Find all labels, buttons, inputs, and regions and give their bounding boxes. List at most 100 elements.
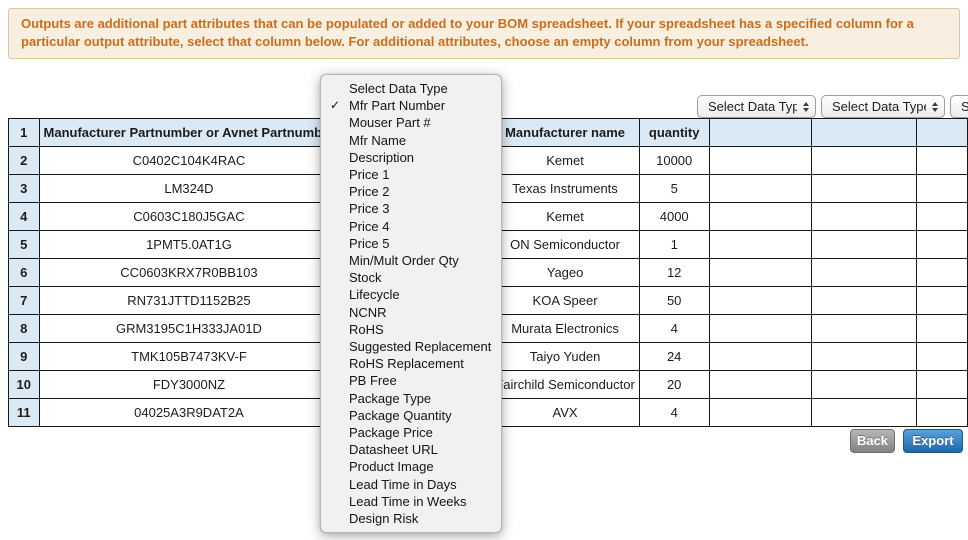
select-label: Select Data Type bbox=[832, 99, 926, 114]
dropdown-item[interactable]: Price 4 bbox=[349, 218, 390, 234]
manufacturer-cell: ON Semiconductor bbox=[490, 230, 640, 259]
quantity-cell: 24 bbox=[638, 342, 710, 371]
dropdown-item[interactable]: Price 3 bbox=[349, 201, 390, 217]
dropdown-item[interactable]: Price 5 bbox=[349, 235, 390, 251]
empty-cell bbox=[915, 342, 968, 371]
manufacturer-cell: Fairchild Semiconductor bbox=[490, 370, 640, 399]
dropdown-item[interactable]: Mfr Name bbox=[349, 132, 407, 148]
dropdown-item[interactable]: Lead Time in Weeks bbox=[349, 493, 467, 509]
export-button[interactable]: Export bbox=[903, 429, 963, 453]
dropdown-item[interactable]: Mouser Part # bbox=[349, 115, 431, 131]
row-number-cell: 4 bbox=[8, 202, 40, 231]
select-label: Select Data Type bbox=[708, 99, 797, 114]
table-row: 8 GRM3195C1H333JA01D Murata Electronics 4 bbox=[8, 314, 968, 343]
manufacturer-cell: AVX bbox=[490, 398, 640, 427]
dropdown-item[interactable]: Suggested Replacement bbox=[349, 339, 492, 355]
dropdown-item[interactable]: Product Image bbox=[349, 459, 434, 475]
dropdown-item[interactable]: Stock bbox=[349, 270, 382, 286]
part-number-cell: LM324D bbox=[38, 174, 340, 203]
row-number-cell: 7 bbox=[8, 286, 40, 315]
quantity-cell: 4000 bbox=[638, 202, 710, 231]
select-label: Select Data Type bbox=[961, 99, 968, 114]
dropdown-item[interactable]: Lead Time in Days bbox=[349, 476, 457, 492]
empty-cell bbox=[810, 286, 917, 315]
empty-cell bbox=[708, 286, 812, 315]
column-data-type-select[interactable]: Select Data Type bbox=[821, 95, 945, 118]
up-down-arrows-icon bbox=[803, 101, 809, 112]
row-number-cell: 2 bbox=[8, 146, 40, 175]
empty-cell bbox=[708, 314, 812, 343]
part-number-cell: GRM3195C1H333JA01D bbox=[38, 314, 340, 343]
dropdown-item[interactable]: Package Price bbox=[349, 425, 433, 441]
outputs-info-banner: Outputs are additional part attributes t… bbox=[8, 8, 960, 59]
manufacturer-cell: Murata Electronics bbox=[490, 314, 640, 343]
manufacturer-cell: Taiyo Yuden bbox=[490, 342, 640, 371]
up-down-arrows-icon bbox=[932, 101, 938, 112]
row-number-cell: 1 bbox=[8, 118, 40, 147]
empty-cell bbox=[810, 174, 917, 203]
dropdown-item[interactable]: Price 1 bbox=[349, 167, 390, 183]
quantity-cell: quantity bbox=[638, 118, 710, 147]
empty-cell bbox=[810, 146, 917, 175]
row-number-cell: 5 bbox=[8, 230, 40, 259]
manufacturer-cell: Kemet bbox=[490, 202, 640, 231]
dropdown-item[interactable]: Datasheet URL bbox=[349, 442, 438, 458]
dropdown-item[interactable]: Description bbox=[349, 149, 415, 165]
empty-cell bbox=[915, 230, 968, 259]
part-number-cell: Manufacturer Partnumber or Avnet Partnum… bbox=[38, 118, 340, 147]
empty-cell bbox=[915, 258, 968, 287]
row-number-cell: 11 bbox=[8, 398, 40, 427]
column-data-type-select[interactable]: Select Data Type bbox=[697, 95, 816, 118]
empty-cell bbox=[915, 202, 968, 231]
column-data-type-select[interactable]: Select Data Type bbox=[950, 95, 968, 118]
empty-cell bbox=[915, 118, 968, 147]
quantity-cell: 20 bbox=[638, 370, 710, 399]
table-row: 10 FDY3000NZ Fairchild Semiconductor 20 bbox=[8, 370, 968, 399]
dropdown-item[interactable]: Lifecycle bbox=[349, 287, 400, 303]
column-selects-row: Select Data Type Select Data Type Select D… bbox=[697, 95, 968, 118]
part-number-cell: 1PMT5.0AT1G bbox=[38, 230, 340, 259]
manufacturer-cell: Yageo bbox=[490, 258, 640, 287]
empty-cell bbox=[915, 370, 968, 399]
empty-cell bbox=[915, 146, 968, 175]
empty-cell bbox=[708, 174, 812, 203]
quantity-cell: 4 bbox=[638, 398, 710, 427]
row-number-cell: 6 bbox=[8, 258, 40, 287]
dropdown-item[interactable]: Price 2 bbox=[349, 184, 390, 200]
empty-cell bbox=[708, 146, 812, 175]
empty-cell bbox=[708, 342, 812, 371]
dropdown-item[interactable]: Min/Mult Order Qty bbox=[349, 253, 459, 269]
empty-cell bbox=[810, 202, 917, 231]
empty-cell bbox=[915, 286, 968, 315]
dropdown-item[interactable]: Package Type bbox=[349, 390, 432, 406]
dropdown-item[interactable]: Package Quantity bbox=[349, 407, 452, 423]
dropdown-item[interactable]: RoHS bbox=[349, 321, 384, 337]
manufacturer-cell: Kemet bbox=[490, 146, 640, 175]
dropdown-item[interactable]: ✓ Mfr Part Number bbox=[330, 98, 446, 114]
empty-cell bbox=[810, 398, 917, 427]
empty-cell bbox=[810, 258, 917, 287]
part-number-cell: 04025A3R9DAT2A bbox=[38, 398, 340, 427]
manufacturer-cell: KOA Speer bbox=[490, 286, 640, 315]
empty-cell bbox=[708, 258, 812, 287]
row-number-cell: 10 bbox=[8, 370, 40, 399]
empty-cell bbox=[915, 314, 968, 343]
dropdown-item[interactable]: Design Risk bbox=[349, 511, 419, 527]
empty-cell bbox=[810, 118, 917, 147]
part-number-cell: CC0603KRX7R0BB103 bbox=[38, 258, 340, 287]
dropdown-item[interactable]: Select Data Type bbox=[349, 81, 448, 96]
empty-cell bbox=[708, 370, 812, 399]
manufacturer-cell: Manufacturer name bbox=[490, 118, 640, 147]
empty-cell bbox=[708, 202, 812, 231]
empty-cell bbox=[708, 118, 812, 147]
quantity-cell: 4 bbox=[638, 314, 710, 343]
back-button[interactable]: Back bbox=[850, 429, 895, 453]
quantity-cell: 5 bbox=[638, 174, 710, 203]
part-number-cell: C0603C180J5GAC bbox=[38, 202, 340, 231]
dropdown-item[interactable]: NCNR bbox=[349, 304, 387, 320]
dropdown-item[interactable]: PB Free bbox=[349, 373, 397, 389]
empty-cell bbox=[708, 398, 812, 427]
dropdown-item[interactable]: RoHS Replacement bbox=[349, 356, 464, 372]
part-number-cell: RN731JTTD1152B25 bbox=[38, 286, 340, 315]
